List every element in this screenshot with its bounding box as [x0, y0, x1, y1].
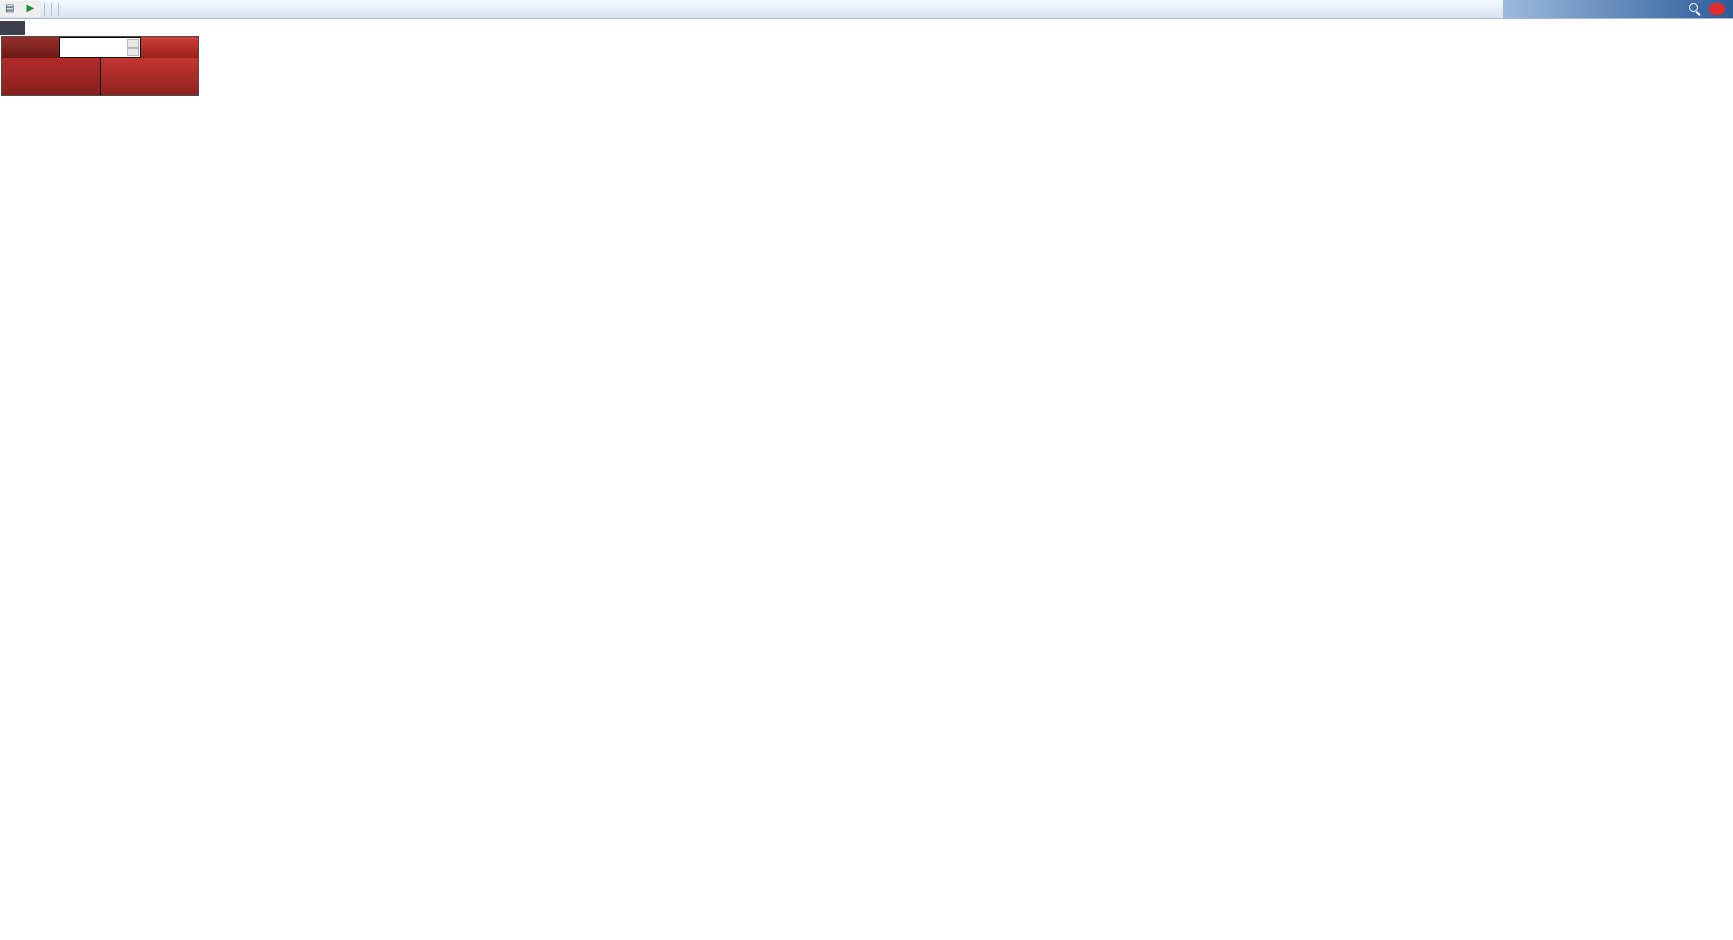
autotrading-button[interactable]: ▶	[21, 1, 42, 17]
main-chart-panel[interactable]	[0, 18, 1662, 578]
rsi-header	[4, 733, 9, 743]
toolbar-separator	[58, 2, 60, 16]
rsi-panel[interactable]	[0, 730, 1662, 912]
price-axis[interactable]	[1662, 18, 1733, 912]
time-axis[interactable]	[0, 912, 1662, 928]
sell-price-display[interactable]	[2, 58, 100, 95]
volume-increase-button[interactable]	[127, 39, 139, 48]
sell-button[interactable]	[2, 37, 59, 58]
volume-decrease-button[interactable]	[127, 47, 139, 56]
volume-input[interactable]	[60, 38, 140, 57]
toolbar-separator	[51, 2, 53, 16]
notification-badge[interactable]	[1709, 3, 1725, 15]
buy-price-display[interactable]	[100, 58, 198, 95]
buy-button[interactable]	[141, 37, 198, 58]
one-click-trading-widget	[1, 36, 199, 96]
chart-window-tab[interactable]	[0, 21, 25, 35]
autotrading-icon: ▶	[26, 3, 35, 14]
toolbar-right-area	[1503, 0, 1733, 18]
main-toolbar: ▤ ▶	[0, 0, 1733, 19]
new-order-button[interactable]: ▤	[0, 1, 22, 17]
macd-header	[4, 581, 14, 591]
macd-panel[interactable]	[0, 578, 1662, 730]
toolbar-separator	[44, 2, 46, 16]
new-order-icon: ▤	[5, 3, 15, 14]
search-icon[interactable]	[1689, 3, 1701, 15]
